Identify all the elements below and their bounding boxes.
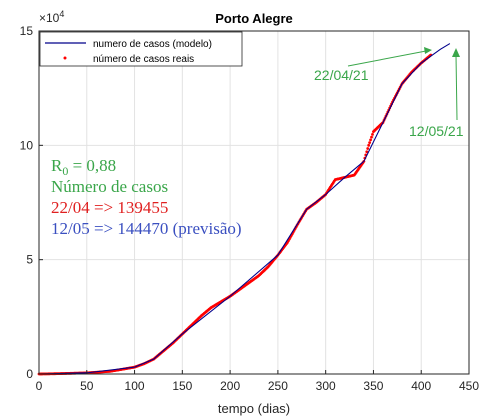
arrow-2-shaft — [455, 54, 458, 121]
x-tick-label: 50 — [80, 379, 94, 393]
y-exponent-label: ×104 — [39, 9, 64, 25]
r0-annotation: R0 = 0,88 — [51, 156, 116, 178]
x-tick-label: 400 — [411, 379, 431, 393]
x-tick-label: 200 — [220, 379, 240, 393]
annotation-block: R0 = 0,88 Número de casos 22/04 => 13945… — [51, 156, 242, 238]
x-tick-label: 250 — [268, 379, 288, 393]
legend-real-swatch — [63, 56, 67, 60]
arrow-annotations: 22/04/21 12/05/21 — [314, 47, 464, 139]
y-tick-label: 5 — [26, 253, 33, 267]
legend: numero de casos (modelo) número de casos… — [39, 31, 243, 67]
r0-subscript: 0 — [62, 164, 68, 178]
r0-symbol: R — [51, 156, 63, 175]
x-tick-label: 450 — [459, 379, 479, 393]
chart-title: Porto Alegre — [215, 11, 293, 26]
arrow-1-label: 22/04/21 — [314, 67, 369, 83]
real-cases-point — [367, 143, 371, 147]
x-tick-label: 300 — [316, 379, 336, 393]
real-cases-point — [369, 138, 372, 142]
y-exponent-power: 4 — [59, 9, 64, 19]
x-axis-label: tempo (dias) — [218, 401, 290, 416]
real-cases-line: 22/04 => 139455 — [51, 198, 168, 217]
plot-area — [39, 31, 469, 374]
y-tick-label: 0 — [26, 367, 33, 381]
legend-model-label: numero de casos (modelo) — [93, 39, 212, 50]
real-cases-point — [368, 141, 372, 144]
plot-frame — [38, 30, 470, 375]
forecast-line: 12/05 => 144470 (previsão) — [51, 219, 242, 238]
real-cases-point — [366, 147, 370, 150]
x-tick-label: 150 — [172, 379, 192, 393]
y-tick-label: 15 — [20, 24, 34, 38]
real-cases-point — [370, 135, 373, 139]
arrow-1-shaft — [347, 50, 427, 67]
series-layer — [37, 43, 451, 376]
arrow-1-head — [424, 47, 432, 54]
legend-box — [39, 31, 243, 67]
r0-value: = 0,88 — [68, 156, 116, 175]
real-cases-point — [365, 150, 369, 154]
x-tick-label: 100 — [125, 379, 145, 393]
series-model-line — [38, 43, 451, 375]
legend-real-label: número de casos reais — [93, 54, 194, 65]
real-cases-point — [371, 132, 374, 136]
x-tick-label: 350 — [363, 379, 383, 393]
x-tick-label: 0 — [36, 379, 43, 393]
y-tick-label: 10 — [20, 138, 34, 152]
cases-heading: Número de casos — [51, 177, 168, 196]
ticks: 0 50 100 150 200 250 300 350 400 450 0 5 10 15 — [20, 24, 480, 393]
y-exponent-base: ×10 — [39, 11, 60, 25]
arrow-2-label: 12/05/21 — [409, 123, 464, 139]
arrow-2-head — [452, 48, 460, 57]
